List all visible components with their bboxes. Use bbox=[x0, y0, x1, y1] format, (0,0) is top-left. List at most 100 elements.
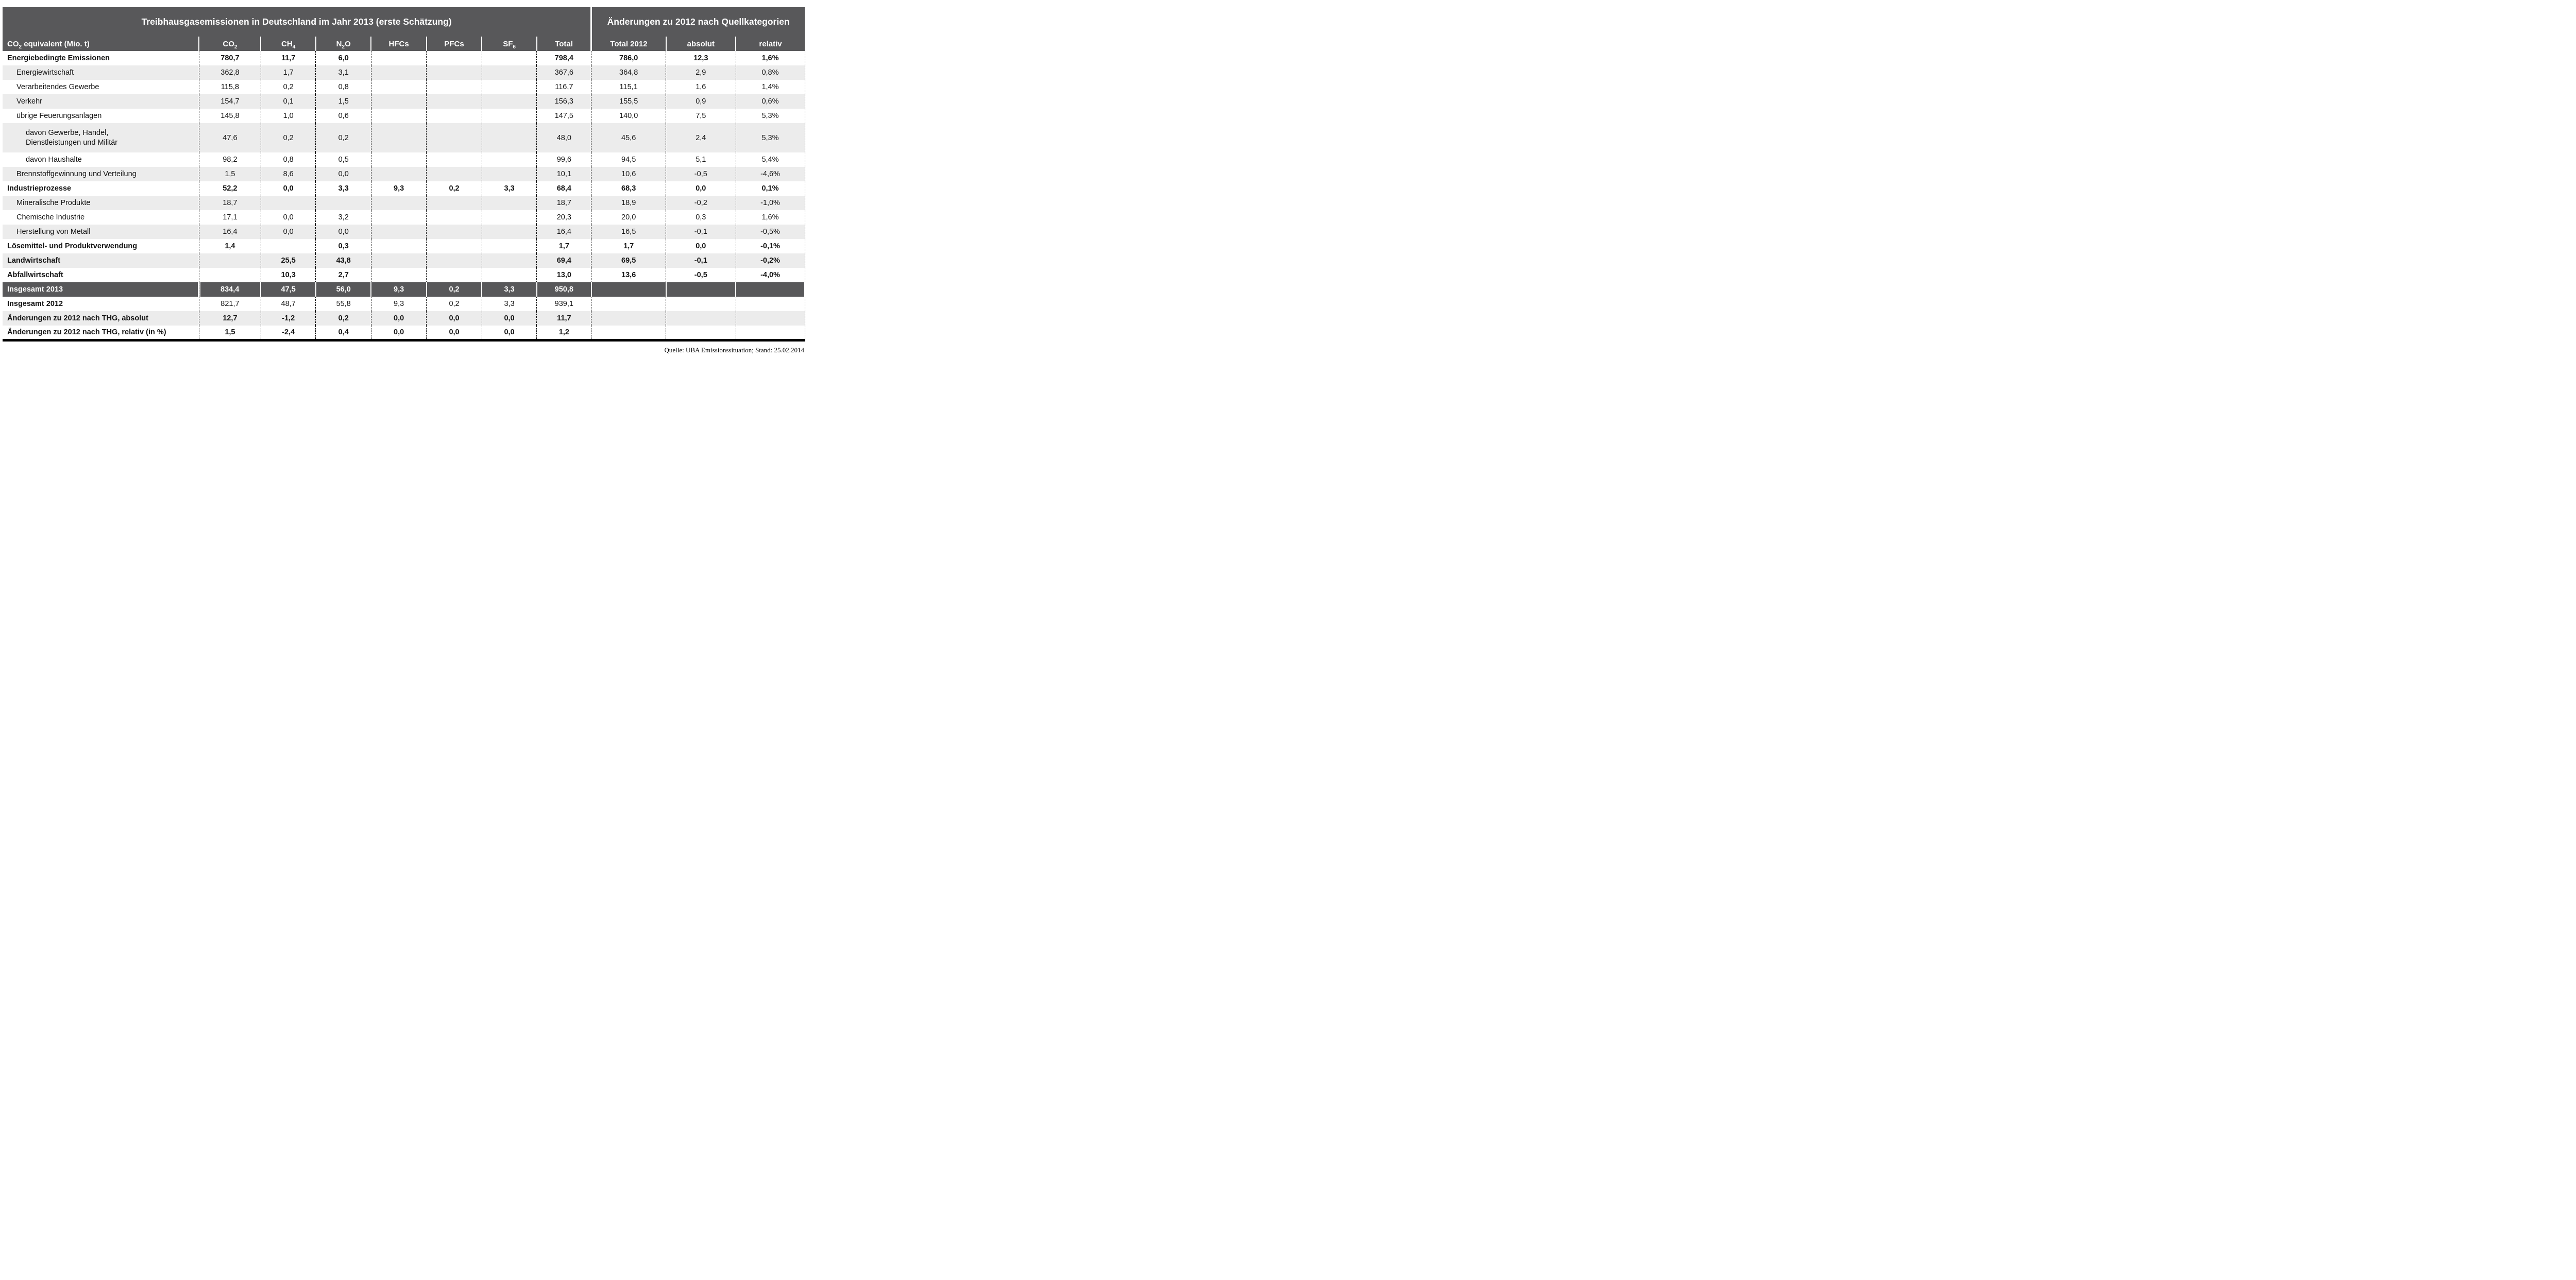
cell-ch4 bbox=[260, 196, 316, 210]
table-row: Verkehr 154,7 0,1 1,5 156,3 155,5 0,9 0,6% bbox=[3, 94, 805, 109]
cell-ch4: 0,0 bbox=[260, 225, 316, 239]
cell-sf6 bbox=[481, 225, 537, 239]
cell-n2o bbox=[315, 196, 371, 210]
cell-hfcs: 9,3 bbox=[370, 181, 427, 196]
cell-absolut: -0,1 bbox=[666, 253, 736, 268]
cell-hfcs bbox=[370, 152, 427, 167]
row-label: übrige Feuerungsanlagen bbox=[16, 111, 102, 120]
cell-ch4: -2,4 bbox=[260, 326, 316, 342]
table-row: Chemische Industrie 17,1 0,0 3,2 20,3 20,0 0,3… bbox=[3, 210, 805, 225]
cell-co2: 16,4 bbox=[198, 225, 261, 239]
row-label: Änderungen zu 2012 nach THG, absolut bbox=[3, 311, 199, 326]
col-header-relativ: relativ bbox=[735, 37, 805, 51]
cell-sf6 bbox=[481, 80, 537, 94]
cell-relativ: 5,3% bbox=[735, 123, 805, 152]
col-header-main: CH bbox=[281, 39, 293, 48]
col-header-main: SF bbox=[503, 39, 513, 48]
cell-absolut: 0,3 bbox=[666, 210, 736, 225]
cell-total-2012: 16,5 bbox=[591, 225, 666, 239]
col-header-sub: 2 bbox=[234, 44, 238, 50]
cell-total: 48,0 bbox=[536, 123, 591, 152]
cell-sf6 bbox=[481, 196, 537, 210]
cell-absolut: 2,9 bbox=[666, 65, 736, 80]
cell-hfcs: 0,0 bbox=[370, 311, 427, 326]
cell-relativ: 5,3% bbox=[735, 109, 805, 123]
table-row: Änderungen zu 2012 nach THG, absolut 12,7… bbox=[3, 311, 805, 326]
table-row: übrige Feuerungsanlagen 145,8 1,0 0,6 147,5 1… bbox=[3, 109, 805, 123]
cell-total: 1,7 bbox=[536, 239, 591, 253]
cell-total-2012: 786,0 bbox=[591, 51, 666, 65]
cell-hfcs bbox=[370, 109, 427, 123]
cell-ch4: 1,0 bbox=[260, 109, 316, 123]
cell-pfcs bbox=[426, 109, 482, 123]
cell-total: 116,7 bbox=[536, 80, 591, 94]
cell-absolut: 0,9 bbox=[666, 94, 736, 109]
cell-pfcs bbox=[426, 210, 482, 225]
col-header-pfcs: PFCs bbox=[426, 37, 482, 51]
col-header-main: Total bbox=[555, 39, 573, 48]
cell-n2o: 0,3 bbox=[315, 239, 371, 253]
cell-total: 18,7 bbox=[536, 196, 591, 210]
cell-relativ: 0,1% bbox=[735, 181, 805, 196]
row-label: Energiebedingte Emissionen bbox=[7, 54, 110, 62]
cell-pfcs bbox=[426, 152, 482, 167]
cell-relativ bbox=[735, 326, 805, 342]
cell-n2o: 2,7 bbox=[315, 268, 371, 282]
table-row: Energiebedingte Emissionen 780,7 11,7 6,0 79… bbox=[3, 51, 805, 65]
cell-total-2012 bbox=[591, 311, 666, 326]
cell-co2: 145,8 bbox=[198, 109, 261, 123]
table-row: Verarbeitendes Gewerbe 115,8 0,2 0,8 116,7 11… bbox=[3, 80, 805, 94]
cell-sf6: 3,3 bbox=[481, 181, 537, 196]
cell-relativ: 0,6% bbox=[735, 94, 805, 109]
cell-sf6 bbox=[481, 239, 537, 253]
cell-pfcs bbox=[426, 80, 482, 94]
cell-total: 11,7 bbox=[536, 311, 591, 326]
col-header-sub: 6 bbox=[513, 44, 516, 50]
unit-header-rest: equivalent (Mio. t) bbox=[22, 39, 90, 48]
table-row: Lösemittel- und Produktverwendung 1,4 0,3 1… bbox=[3, 239, 805, 253]
row-label: Insgesamt 2012 bbox=[7, 299, 63, 308]
cell-hfcs bbox=[370, 253, 427, 268]
cell-co2: 1,4 bbox=[198, 239, 261, 253]
cell-sf6: 0,0 bbox=[481, 311, 537, 326]
cell-sf6 bbox=[481, 65, 537, 80]
cell-co2: 154,7 bbox=[198, 94, 261, 109]
row-label: Verkehr bbox=[3, 94, 199, 109]
cell-ch4: 0,8 bbox=[260, 152, 316, 167]
cell-co2: 834,4 bbox=[198, 282, 261, 297]
page: Treibhausgasemissionen in Deutschland im… bbox=[0, 0, 808, 354]
cell-hfcs bbox=[370, 196, 427, 210]
cell-ch4: 0,2 bbox=[260, 123, 316, 152]
cell-ch4: 0,0 bbox=[260, 181, 316, 196]
cell-pfcs bbox=[426, 239, 482, 253]
cell-n2o: 0,2 bbox=[315, 123, 371, 152]
cell-pfcs bbox=[426, 253, 482, 268]
cell-ch4: 25,5 bbox=[260, 253, 316, 268]
cell-total: 10,1 bbox=[536, 167, 591, 181]
cell-total-2012: 68,3 bbox=[591, 181, 666, 196]
cell-sf6 bbox=[481, 253, 537, 268]
cell-n2o: 1,5 bbox=[315, 94, 371, 109]
cell-relativ: -0,5% bbox=[735, 225, 805, 239]
col-header-n2o: N2O bbox=[315, 37, 371, 51]
cell-co2: 115,8 bbox=[198, 80, 261, 94]
unit-header: CO2 equivalent (Mio. t) bbox=[3, 37, 199, 51]
cell-absolut: -0,1 bbox=[666, 225, 736, 239]
col-header-sf6: SF6 bbox=[481, 37, 537, 51]
row-label: Herstellung von Metall bbox=[3, 225, 199, 239]
cell-total-2012: 140,0 bbox=[591, 109, 666, 123]
cell-n2o: 0,0 bbox=[315, 167, 371, 181]
cell-n2o: 0,5 bbox=[315, 152, 371, 167]
cell-absolut: 7,5 bbox=[666, 109, 736, 123]
cell-hfcs bbox=[370, 51, 427, 65]
cell-total-2012: 45,6 bbox=[591, 123, 666, 152]
col-header-hfcs: HFCs bbox=[370, 37, 427, 51]
cell-total-2012: 364,8 bbox=[591, 65, 666, 80]
cell-sf6: 3,3 bbox=[481, 297, 537, 311]
col-header-ch4: CH4 bbox=[260, 37, 316, 51]
cell-ch4: 47,5 bbox=[260, 282, 316, 297]
cell-total-2012: 20,0 bbox=[591, 210, 666, 225]
row-label: Lösemittel- und Produktverwendung bbox=[7, 242, 138, 250]
cell-total: 13,0 bbox=[536, 268, 591, 282]
cell-ch4: 0,2 bbox=[260, 80, 316, 94]
